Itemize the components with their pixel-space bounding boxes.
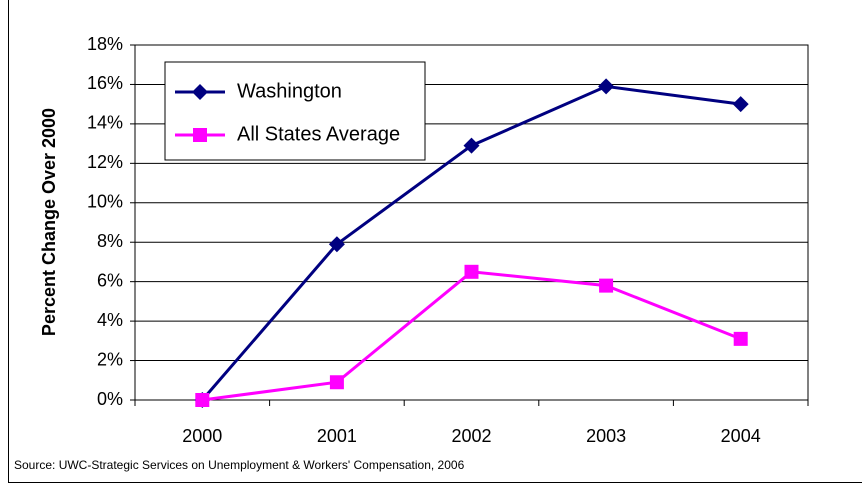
plot-border <box>134 44 809 401</box>
y-tick-label: 4% <box>97 310 123 330</box>
x-tick-label: 2004 <box>721 426 761 446</box>
data-point <box>733 331 748 346</box>
legend-marker <box>192 84 208 100</box>
y-tick-label: 16% <box>87 73 123 93</box>
data-point <box>599 278 614 293</box>
x-tick-label: 2003 <box>586 426 626 446</box>
x-tick-label: 2000 <box>182 426 222 446</box>
data-point <box>464 264 479 279</box>
y-tick-label: 0% <box>97 389 123 409</box>
data-point <box>463 137 480 154</box>
legend-label: All States Average <box>237 123 400 145</box>
data-point <box>195 393 210 407</box>
legend-box <box>164 61 426 161</box>
x-tick-label: 2002 <box>451 426 491 446</box>
data-point <box>732 96 749 113</box>
data-point <box>328 236 345 253</box>
legend-label: Washington <box>237 80 342 102</box>
source-note: Source: UWC-Strategic Services on Unempl… <box>14 458 465 472</box>
y-tick-label: 18% <box>87 34 123 54</box>
data-point <box>329 375 344 390</box>
y-tick-label: 6% <box>97 270 123 290</box>
y-tick-label: 14% <box>87 113 123 133</box>
x-tick-label: 2001 <box>317 426 357 446</box>
legend-marker <box>193 128 207 142</box>
data-point <box>598 78 615 95</box>
y-tick-label: 2% <box>97 349 123 369</box>
y-axis-title: Percent Change Over 2000 <box>39 108 59 336</box>
y-tick-label: 10% <box>87 192 123 212</box>
y-tick-label: 8% <box>97 231 123 251</box>
series-line <box>202 270 742 402</box>
y-tick-label: 12% <box>87 152 123 172</box>
